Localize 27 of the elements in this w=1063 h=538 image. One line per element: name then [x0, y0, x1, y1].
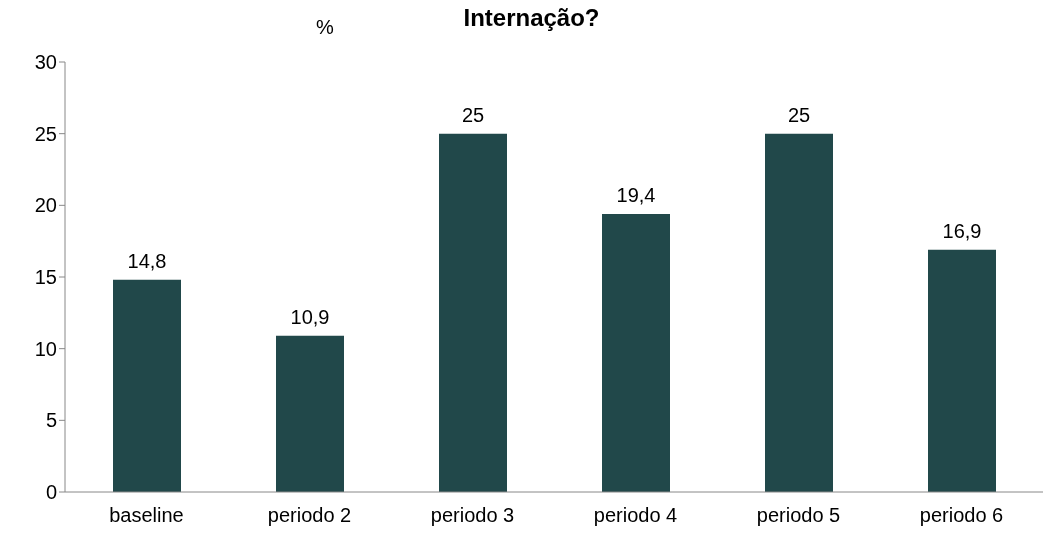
chart-title: Internação? [463, 4, 600, 31]
data-label: 14,8 [127, 249, 167, 272]
bar [439, 133, 507, 492]
bar [113, 279, 181, 492]
data-label: 19,4 [616, 183, 656, 206]
data-label: 10,9 [290, 305, 330, 328]
y-tick-label: 30 [34, 51, 57, 74]
x-tick-label: periodo 5 [756, 504, 841, 527]
y-tick-label: 5 [45, 409, 57, 432]
bar [602, 213, 670, 492]
y-tick-label: 10 [34, 337, 57, 360]
y-tick-label: 15 [34, 266, 57, 289]
y-tick-label: 20 [34, 194, 57, 217]
x-tick-label: baseline [109, 504, 184, 527]
data-label: 25 [461, 103, 485, 126]
bar [276, 335, 344, 492]
x-tick-label: periodo 3 [430, 504, 515, 527]
bar [928, 249, 996, 492]
y-tick-label: 0 [45, 481, 57, 504]
bar [765, 133, 833, 492]
x-tick-label: periodo 6 [919, 504, 1004, 527]
x-tick-label: periodo 4 [593, 504, 678, 527]
y-tick-label: 25 [34, 122, 57, 145]
y-axis-title: % [316, 16, 334, 39]
x-tick-label: periodo 2 [267, 504, 352, 527]
data-label: 25 [787, 103, 811, 126]
data-label: 16,9 [942, 219, 982, 242]
